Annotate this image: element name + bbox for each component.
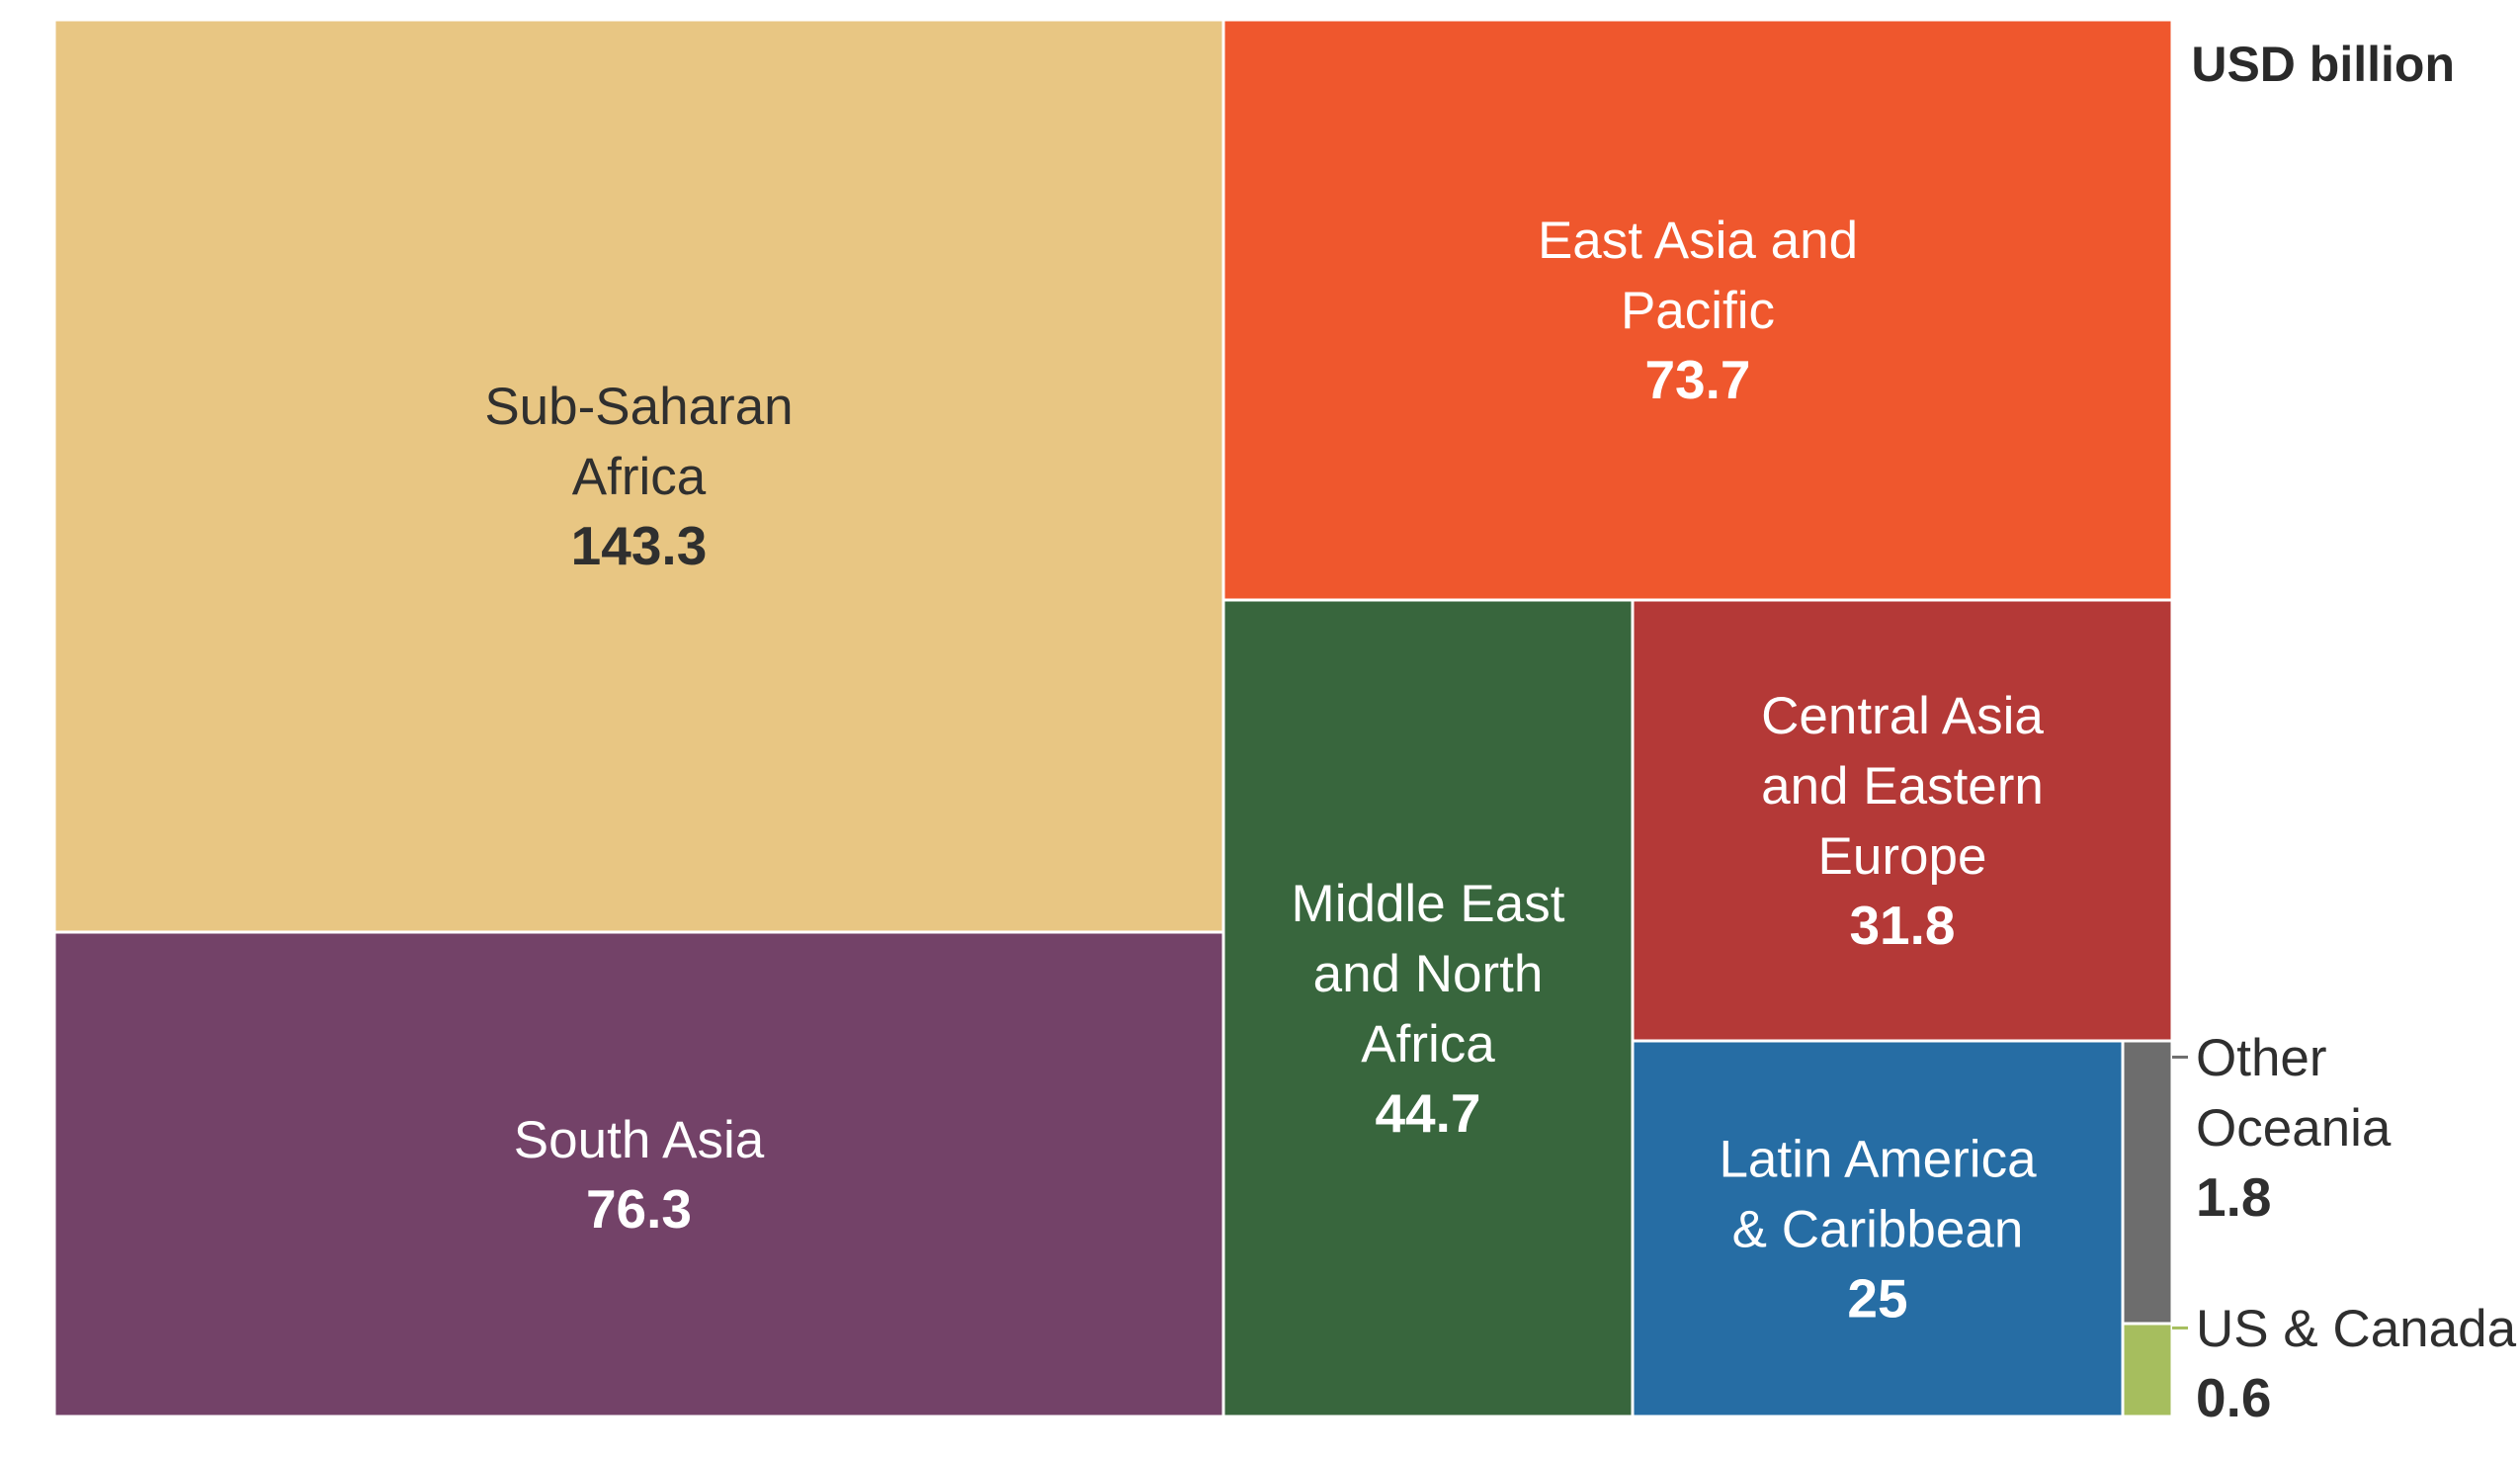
tile-value-south-asia: 76.3 xyxy=(586,1178,692,1240)
tile-label-central-asia-and-eastern-europe: and Eastern xyxy=(1761,757,2044,815)
tile-label-south-asia: South Asia xyxy=(514,1111,765,1169)
tile-label-latin-america-and-caribbean: & Caribbean xyxy=(1732,1201,2024,1259)
tile-label-central-asia-and-eastern-europe: Europe xyxy=(1818,827,1987,886)
tile-rect-latin-america-and-caribbean xyxy=(1631,1039,2125,1418)
tile-other-oceania: Other Oceania 1.8 xyxy=(2121,1029,2392,1326)
tile-label-latin-america-and-caribbean: Latin America xyxy=(1719,1131,2037,1189)
tile-middle-east-and-north-africa: Middle East and North Africa 44.7 xyxy=(1221,598,1635,1418)
tile-value-latin-america-and-caribbean: 25 xyxy=(1847,1268,1907,1329)
tile-label-central-asia-and-eastern-europe: Central Asia xyxy=(1761,687,2044,745)
tile-rect-central-asia-and-eastern-europe xyxy=(1631,598,2174,1043)
tile-label-middle-east-and-north-africa: and North xyxy=(1313,945,1544,1003)
tile-value-east-asia-and-pacific: 73.7 xyxy=(1644,349,1750,410)
tile-rect-east-asia-and-pacific xyxy=(1221,18,2174,602)
tile-east-asia-and-pacific: East Asia and Pacific 73.7 xyxy=(1221,18,2174,602)
tile-us-and-canada: US & Canada 0.6 xyxy=(2121,1300,2517,1428)
tile-sub-saharan-africa: Sub-Saharan Africa 143.3 xyxy=(52,18,1225,934)
tile-value-middle-east-and-north-africa: 44.7 xyxy=(1375,1082,1480,1144)
tile-value-us-and-canada: 0.6 xyxy=(2196,1367,2271,1428)
tile-label-other-oceania: Oceania xyxy=(2196,1099,2392,1158)
tile-central-asia-and-eastern-europe: Central Asia and Eastern Europe 31.8 xyxy=(1631,598,2174,1043)
tile-rect-south-asia xyxy=(52,930,1225,1418)
tile-rect-middle-east-and-north-africa xyxy=(1221,598,1635,1418)
tile-value-other-oceania: 1.8 xyxy=(2196,1166,2271,1228)
tile-rect-other-oceania xyxy=(2121,1039,2174,1326)
tile-label-other-oceania: Other xyxy=(2196,1029,2327,1087)
tile-label-east-asia-and-pacific: Pacific xyxy=(1621,282,1775,340)
tile-latin-america-and-caribbean: Latin America & Caribbean 25 xyxy=(1631,1039,2125,1418)
tile-label-middle-east-and-north-africa: Middle East xyxy=(1292,875,1565,933)
tile-south-asia: South Asia 76.3 xyxy=(52,930,1225,1418)
tile-label-sub-saharan-africa: Sub-Saharan xyxy=(484,378,793,436)
tile-label-middle-east-and-north-africa: Africa xyxy=(1361,1015,1495,1073)
tile-rect-us-and-canada xyxy=(2121,1322,2174,1418)
tile-value-central-asia-and-eastern-europe: 31.8 xyxy=(1849,895,1955,956)
unit-label: USD billion xyxy=(2191,37,2455,92)
tile-rect-sub-saharan-africa xyxy=(52,18,1225,934)
tile-label-us-and-canada: US & Canada xyxy=(2196,1300,2517,1358)
tile-value-sub-saharan-africa: 143.3 xyxy=(571,515,708,576)
tile-label-sub-saharan-africa: Africa xyxy=(572,448,707,506)
tile-label-east-asia-and-pacific: East Asia and xyxy=(1538,212,1858,270)
